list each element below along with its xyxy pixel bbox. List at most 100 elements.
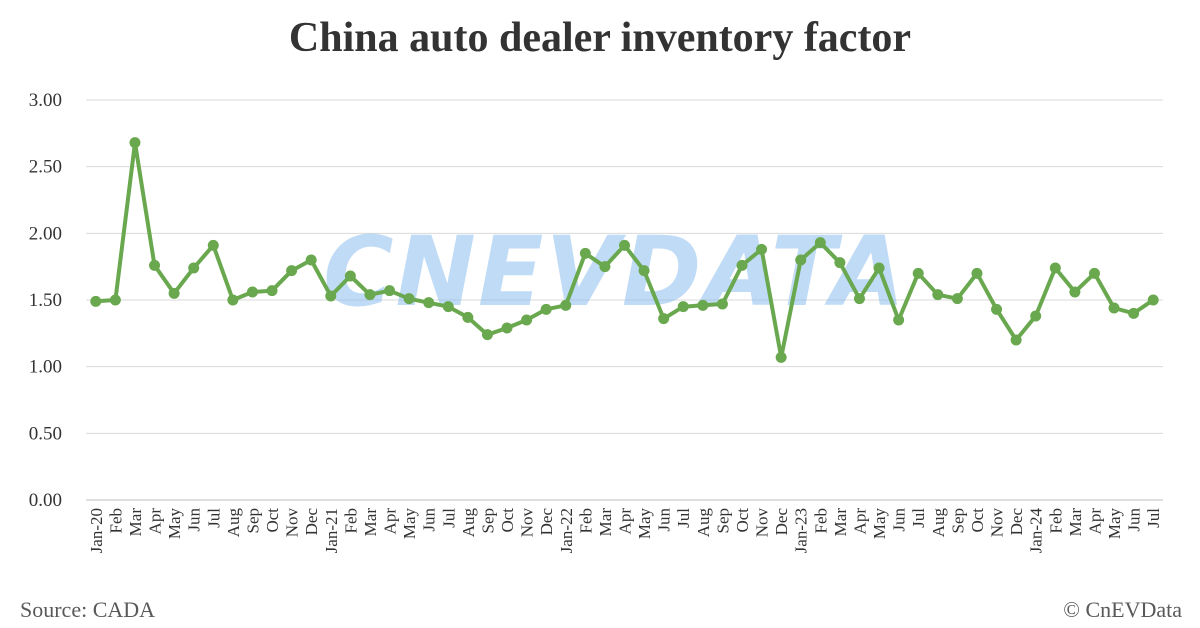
credit-note: © CnEVData [1063,597,1182,622]
x-tick-label: Feb [811,508,830,534]
x-tick-label: May [400,508,419,540]
data-point [188,262,200,274]
x-tick-label: Dec [302,508,321,536]
data-point [364,289,376,301]
x-tick-label: Sep [948,508,967,534]
data-point [971,267,983,279]
y-tick-label: 2.50 [29,157,62,178]
x-tick-label: Feb [341,508,360,534]
x-tick-label: Mar [596,508,615,537]
data-point [442,301,454,313]
y-tick-label: 0.00 [29,490,62,511]
data-point [1010,334,1022,346]
data-point [403,293,415,305]
x-tick-label: Jan-21 [322,508,341,553]
x-tick-label: Jun [185,508,204,532]
data-point [1128,307,1140,319]
data-point [853,293,865,305]
x-tick-label: Apr [851,508,870,535]
data-point [521,314,533,326]
data-point [619,239,630,251]
x-tick-label: Oct [263,508,282,533]
data-point [149,259,161,271]
x-tick-label: Mar [126,508,145,537]
x-tick-label: Jul [909,508,928,528]
data-point [736,259,748,271]
source-note: Source: CADA [20,597,156,622]
data-point [109,294,121,306]
data-point [481,329,493,341]
x-tick-label: Jun [1125,508,1144,532]
x-tick-label: Jul [204,508,223,528]
y-tick-label: 0.50 [29,423,62,444]
x-tick-label: Jun [890,508,909,532]
x-tick-label: Oct [498,508,517,533]
x-tick-label: Sep [478,508,497,534]
data-point [677,301,689,313]
x-tick-label: May [165,508,184,540]
data-point [90,295,102,307]
data-point [912,267,924,279]
data-point [873,262,885,274]
data-point [1147,294,1159,306]
data-point [658,313,670,325]
x-tick-label: May [1105,508,1124,540]
x-tick-label: Jun [420,508,439,532]
data-point [893,314,905,326]
x-tick-label: Mar [361,508,380,537]
x-tick-label: May [635,508,654,540]
x-tick-label: Aug [224,508,243,538]
watermark: CNEVDATA [323,216,907,328]
x-tick-label: Apr [616,508,635,535]
x-tick-label: Nov [988,508,1007,538]
x-tick-label: Jan-24 [1027,508,1046,554]
gridlines [86,99,1163,501]
x-tick-label: Aug [459,508,478,538]
data-point [305,254,317,266]
data-point [638,265,650,277]
data-point [1108,302,1120,314]
x-tick-label: Oct [968,508,987,533]
x-tick-label: Feb [576,508,595,534]
x-tick-label: Jan-22 [557,508,576,553]
data-point [1049,262,1061,274]
chart-title: China auto dealer inventory factor [288,15,912,61]
data-point [168,287,180,299]
data-point [227,294,239,306]
x-tick-label: Dec [537,508,556,536]
data-point [697,299,709,311]
x-tick-label: Jun [655,508,674,532]
x-tick-label: Nov [518,508,537,538]
data-point [991,303,1003,315]
x-tick-label: Dec [772,508,791,536]
x-tick-label: Nov [283,508,302,538]
data-point [932,289,944,301]
x-tick-label: Jul [1144,508,1163,528]
data-point [775,351,787,363]
watermark-text: CNEVDATA [323,216,907,328]
data-point [384,285,396,297]
x-tick-label: Sep [243,508,262,534]
y-axis-ticks: 0.00 0.50 1.00 1.50 2.00 2.50 3.00 [29,90,62,511]
x-axis-ticks: Jan-20 Feb Mar Apr May Jun Jul Aug Sep Oct Nov Dec J… [87,508,1163,554]
data-point [951,293,963,305]
data-point [129,137,141,149]
x-tick-label: Mar [831,508,850,537]
data-point [599,261,611,273]
data-point [266,285,278,297]
data-point [540,303,552,315]
data-point [344,270,356,282]
x-tick-label: May [870,508,889,540]
y-tick-label: 3.00 [29,90,62,111]
data-point [325,290,337,302]
x-tick-label: Feb [1046,508,1065,534]
y-tick-label: 1.00 [29,357,62,378]
x-tick-label: Mar [1066,508,1085,537]
x-tick-label: Nov [753,508,772,538]
data-point [1069,286,1081,298]
data-point [834,257,846,269]
x-tick-label: Aug [694,508,713,538]
data-point [814,237,826,249]
